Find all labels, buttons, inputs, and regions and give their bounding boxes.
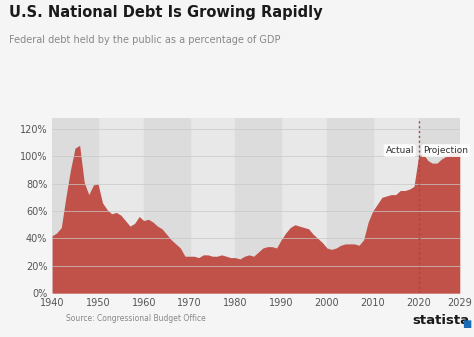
Text: Projection: Projection [423,146,468,155]
Text: Source: Congressional Budget Office: Source: Congressional Budget Office [66,314,206,323]
Bar [327,118,373,293]
Text: ■: ■ [462,318,472,329]
Text: Federal debt held by the public as a percentage of GDP: Federal debt held by the public as a per… [9,35,281,45]
Text: Actual: Actual [385,146,414,155]
Text: statista: statista [412,314,469,327]
Bar [419,118,460,293]
Bar [236,118,281,293]
Bar [144,118,190,293]
Bar [52,118,98,293]
Text: U.S. National Debt Is Growing Rapidly: U.S. National Debt Is Growing Rapidly [9,5,323,20]
